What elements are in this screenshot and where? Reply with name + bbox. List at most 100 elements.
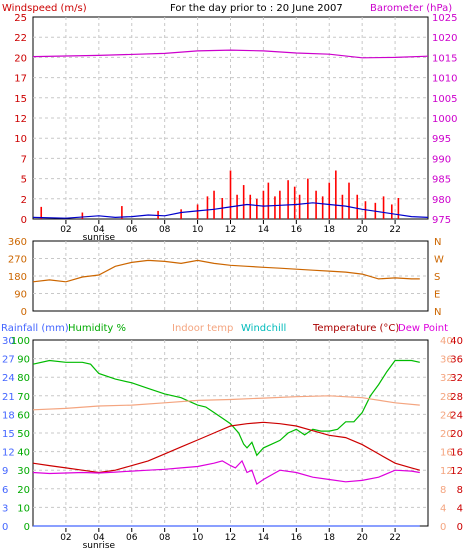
x-tick-label: 20	[356, 225, 368, 235]
y-tick-compass: N	[434, 307, 441, 318]
y-tick-rainfall: 12	[2, 448, 15, 459]
legend-dew-point: Dew Point	[398, 323, 448, 334]
x-tick-label: 02	[60, 225, 71, 235]
y-tick-barometer: 995	[432, 134, 451, 145]
legend-rainfall: Rainfall (mm)	[1, 323, 69, 334]
y-tick-rainfall: 3	[2, 503, 8, 514]
y-tick-barometer: 1000	[432, 114, 457, 125]
y-tick-humidity: 0	[24, 522, 30, 533]
y-tick-indoor-temp: 24	[440, 410, 453, 421]
y-tick-barometer: 985	[432, 175, 451, 186]
y-tick-humidity: 40	[17, 448, 30, 459]
x-tick-label: 22	[389, 533, 400, 543]
y-tick-compass: E	[434, 290, 440, 301]
y-tick-temperature: 40	[450, 336, 463, 347]
x-tick-label: 12	[225, 533, 236, 543]
y-tick-temperature: 20	[450, 429, 463, 440]
y-tick-temperature: 24	[450, 410, 463, 421]
y-tick-temperature: 4	[457, 503, 463, 514]
y-tick-windspeed: 0	[21, 215, 27, 226]
x-tick-label: 14	[258, 225, 270, 235]
y-tick-temperature: 28	[450, 392, 463, 403]
y-tick-barometer: 1020	[432, 33, 457, 44]
y-tick-barometer: 1025	[432, 13, 457, 24]
series-barometer-line	[32, 49, 429, 59]
y-tick-humidity: 80	[17, 373, 30, 384]
y-tick-indoor-temp: 20	[440, 429, 453, 440]
legend-indoor-temp: Indoor temp	[172, 323, 233, 334]
series-wind-direction-line	[32, 259, 420, 283]
y-tick-barometer: 1010	[432, 74, 457, 85]
y-tick-barometer: 980	[432, 195, 451, 206]
y-tick-rainfall: 18	[2, 410, 15, 421]
series-temperature-line	[32, 421, 420, 474]
x-tick-label: 04	[93, 225, 105, 235]
x-tick-label: 08	[159, 533, 171, 543]
x-tick-label: 08	[159, 225, 171, 235]
y-tick-indoor-temp: 40	[440, 336, 453, 347]
y-tick-direction: 0	[21, 307, 27, 318]
y-tick-rainfall: 15	[2, 429, 15, 440]
y-tick-rainfall: 27	[2, 355, 15, 366]
y-tick-indoor-temp: 12	[440, 466, 453, 477]
series-wind-line	[32, 202, 429, 219]
y-tick-rainfall: 24	[2, 373, 15, 384]
y-tick-barometer: 975	[432, 215, 451, 226]
y-tick-humidity: 60	[17, 410, 30, 421]
y-tick-humidity: 20	[17, 485, 30, 496]
x-tick-label: 20	[356, 533, 368, 543]
y-tick-indoor-temp: 32	[440, 373, 453, 384]
y-tick-windspeed: 10	[14, 134, 27, 145]
sunrise-label: sunrise	[83, 233, 116, 243]
y-tick-humidity: 70	[17, 392, 30, 403]
y-tick-humidity: 50	[17, 429, 30, 440]
x-tick-label: 16	[291, 225, 303, 235]
y-tick-indoor-temp: 16	[440, 448, 453, 459]
y-tick-humidity: 30	[17, 466, 30, 477]
y-tick-direction: 180	[8, 272, 27, 283]
legend-temperature: Temperature (°C)	[312, 323, 399, 334]
y-tick-humidity: 100	[11, 336, 30, 347]
y-tick-windspeed: 17	[14, 74, 27, 85]
series-humidity-line	[32, 359, 420, 457]
y-tick-compass: W	[434, 255, 444, 266]
x-tick-label: 06	[126, 533, 138, 543]
series-indoor-temp-line	[32, 395, 420, 411]
x-tick-label: 18	[324, 225, 336, 235]
y-tick-temperature: 32	[450, 373, 463, 384]
y-tick-indoor-temp: 4	[440, 503, 446, 514]
y-tick-compass: S	[434, 272, 440, 283]
y-tick-direction: 360	[8, 237, 27, 248]
x-tick-label: 12	[225, 225, 236, 235]
legend-humidity: Humidity %	[68, 323, 126, 334]
x-tick-label: 10	[192, 533, 204, 543]
x-tick-label: 02	[60, 533, 71, 543]
y-tick-windspeed: 7	[21, 154, 27, 165]
y-tick-barometer: 990	[432, 154, 451, 165]
y-tick-temperature: 16	[450, 448, 463, 459]
y-tick-rainfall: 0	[2, 522, 8, 533]
legend-windchill: Windchill	[241, 323, 286, 334]
y-tick-indoor-temp: 0	[440, 522, 446, 533]
y-tick-indoor-temp: 8	[440, 485, 446, 496]
x-tick-label: 10	[192, 225, 204, 235]
y-tick-temperature: 36	[450, 355, 463, 366]
y-tick-indoor-temp: 28	[440, 392, 453, 403]
y-tick-barometer: 1015	[432, 53, 457, 64]
x-tick-label: 18	[324, 533, 336, 543]
y-tick-rainfall: 9	[2, 466, 8, 477]
y-tick-compass: N	[434, 237, 441, 248]
x-tick-label: 04	[93, 533, 105, 543]
y-tick-direction: 90	[14, 290, 27, 301]
y-tick-windspeed: 20	[14, 53, 27, 64]
x-tick-label: 16	[291, 533, 303, 543]
y-tick-barometer: 1005	[432, 94, 457, 105]
y-tick-windspeed: 22	[14, 33, 27, 44]
y-tick-windspeed: 25	[14, 13, 27, 24]
x-tick-label: 14	[258, 533, 270, 543]
windspeed-axis-label: Windspeed (m/s)	[2, 3, 87, 14]
y-tick-rainfall: 6	[2, 485, 8, 496]
y-tick-temperature: 12	[450, 466, 463, 477]
y-tick-indoor-temp: 36	[440, 355, 453, 366]
